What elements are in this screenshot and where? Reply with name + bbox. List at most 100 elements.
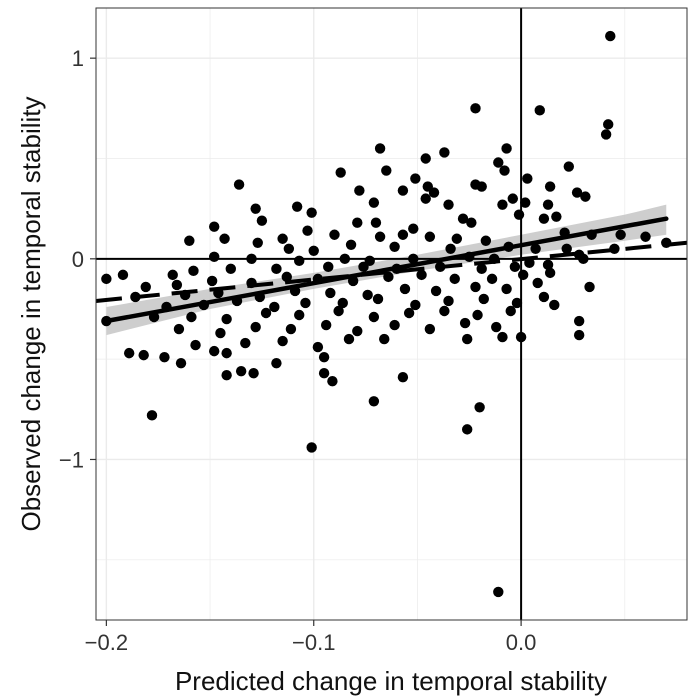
data-point bbox=[269, 301, 280, 313]
data-point bbox=[252, 237, 263, 248]
data-point bbox=[580, 191, 591, 202]
data-point bbox=[206, 275, 218, 287]
data-point bbox=[522, 173, 533, 184]
data-point bbox=[343, 333, 355, 345]
data-point bbox=[509, 261, 521, 273]
data-point bbox=[573, 329, 585, 341]
data-point bbox=[428, 187, 440, 198]
data-point bbox=[138, 349, 149, 361]
data-point bbox=[370, 217, 382, 228]
data-point bbox=[515, 331, 527, 343]
data-point bbox=[445, 243, 456, 254]
data-point bbox=[323, 261, 334, 273]
data-point bbox=[300, 297, 311, 309]
data-point bbox=[605, 30, 616, 42]
data-point bbox=[117, 269, 129, 281]
data-point bbox=[397, 229, 409, 240]
y-axis-ticks: −1 0 1 bbox=[59, 46, 96, 472]
data-point bbox=[277, 335, 288, 347]
data-point bbox=[549, 299, 560, 311]
data-point bbox=[352, 325, 363, 337]
x-tick-label: −0.1 bbox=[292, 630, 335, 655]
data-point bbox=[281, 271, 292, 283]
data-point bbox=[312, 341, 324, 353]
data-point bbox=[538, 291, 550, 303]
data-point bbox=[603, 119, 614, 130]
data-point bbox=[544, 267, 556, 279]
data-point bbox=[397, 185, 409, 196]
data-point bbox=[358, 261, 369, 273]
data-point bbox=[283, 243, 295, 254]
data-point bbox=[306, 442, 317, 453]
data-point bbox=[175, 357, 187, 369]
y-tick-label: 1 bbox=[72, 46, 84, 71]
data-point bbox=[563, 161, 574, 172]
data-point bbox=[233, 179, 245, 190]
x-axis-title: Predicted change in temporal stability bbox=[175, 666, 607, 696]
data-point bbox=[410, 173, 421, 184]
data-point bbox=[544, 181, 556, 192]
data-point bbox=[327, 376, 338, 387]
data-point bbox=[530, 243, 541, 254]
data-point bbox=[345, 239, 357, 250]
data-point bbox=[470, 103, 481, 114]
data-point bbox=[173, 323, 185, 335]
data-point bbox=[308, 245, 319, 256]
data-point bbox=[374, 143, 386, 154]
data-point bbox=[379, 333, 390, 345]
data-point bbox=[372, 293, 384, 305]
data-point bbox=[513, 209, 525, 220]
data-point bbox=[389, 319, 400, 331]
data-point bbox=[457, 213, 469, 224]
y-tick-label: −1 bbox=[59, 447, 84, 472]
data-point bbox=[443, 199, 454, 210]
data-point bbox=[250, 203, 261, 214]
data-point bbox=[640, 231, 651, 242]
data-point bbox=[225, 263, 236, 275]
data-point bbox=[497, 199, 508, 210]
data-point bbox=[449, 273, 460, 285]
data-point bbox=[542, 199, 554, 210]
data-point bbox=[520, 197, 531, 208]
x-tick-label: 0.0 bbox=[506, 630, 537, 655]
data-point bbox=[256, 215, 268, 226]
data-point bbox=[291, 201, 303, 212]
data-point bbox=[493, 157, 504, 168]
y-tick-label: 0 bbox=[72, 247, 84, 272]
data-point bbox=[215, 327, 226, 339]
data-point bbox=[352, 217, 363, 228]
data-point bbox=[534, 105, 545, 116]
data-point bbox=[368, 396, 380, 407]
data-point bbox=[219, 233, 230, 244]
data-point bbox=[542, 259, 554, 271]
data-point bbox=[325, 287, 336, 299]
data-point bbox=[466, 217, 477, 228]
data-point bbox=[499, 165, 510, 176]
dashed-reference-fit-line bbox=[95, 240, 688, 303]
data-point bbox=[424, 231, 436, 242]
data-point bbox=[184, 235, 195, 246]
data-point bbox=[459, 317, 471, 329]
data-point bbox=[501, 283, 512, 295]
data-point bbox=[188, 265, 199, 277]
data-point bbox=[408, 253, 419, 265]
data-point bbox=[246, 253, 257, 265]
data-point bbox=[374, 231, 386, 242]
data-point bbox=[250, 321, 261, 333]
data-point bbox=[501, 143, 512, 154]
data-point bbox=[167, 269, 178, 281]
data-point bbox=[362, 289, 373, 301]
data-point bbox=[511, 297, 523, 309]
data-point bbox=[491, 321, 502, 333]
data-point bbox=[389, 241, 400, 252]
data-point bbox=[271, 357, 282, 369]
data-point bbox=[235, 365, 247, 377]
data-point bbox=[600, 129, 612, 140]
data-point bbox=[461, 424, 473, 435]
data-point bbox=[294, 309, 305, 321]
data-point bbox=[480, 235, 492, 246]
data-point bbox=[209, 345, 220, 357]
data-point bbox=[420, 193, 431, 204]
data-point bbox=[443, 295, 454, 307]
data-point bbox=[221, 347, 232, 359]
